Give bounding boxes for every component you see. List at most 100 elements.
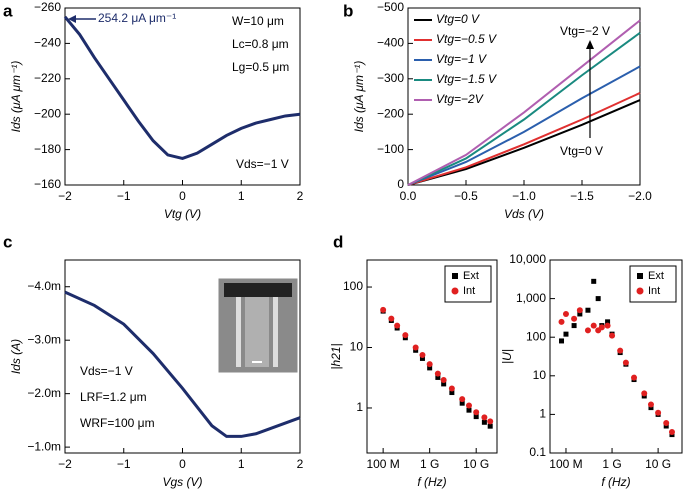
panel-label: b xyxy=(343,1,353,20)
data-point xyxy=(663,419,670,426)
annotation: Vds=−1 V xyxy=(80,364,133,378)
data-point xyxy=(380,306,387,313)
panel: 100 M 1 G 10 G 0.1 1 10 100 1,000 10,000 f (Hz) |U… xyxy=(500,252,683,489)
data-point xyxy=(663,423,669,429)
y-tick-label: −200 xyxy=(377,106,404,120)
data-point xyxy=(595,296,601,302)
data-point xyxy=(648,405,654,411)
legend-label: Vtg=0 V xyxy=(436,12,480,26)
y-tick-label: 100 xyxy=(526,329,546,343)
x-tick-label: 100 M xyxy=(549,457,582,471)
y-tick-label: 10 xyxy=(350,340,364,354)
data-point xyxy=(419,352,426,359)
data-point xyxy=(481,419,487,425)
y-tick-label: −400 xyxy=(377,36,404,50)
data-point xyxy=(449,390,455,396)
x-tick-label: 1 xyxy=(238,457,245,471)
data-point xyxy=(584,327,591,334)
data-point xyxy=(487,423,493,429)
legend-label: Vtg=−0.5 V xyxy=(436,32,497,46)
y-tick-label: 10,000 xyxy=(509,252,546,266)
data-point xyxy=(426,361,433,368)
data-point xyxy=(641,390,648,397)
data-point xyxy=(434,370,441,377)
x-tick-label: −2 xyxy=(58,189,72,203)
data-point xyxy=(622,359,629,366)
y-tick-label: 0.1 xyxy=(529,445,546,459)
x-tick-label: −2 xyxy=(58,457,72,471)
x-tick-label: 10 G xyxy=(645,457,671,471)
x-axis-label: Vds (V) xyxy=(504,207,544,221)
y-tick-label: 1,000 xyxy=(516,291,546,305)
data-point xyxy=(598,324,605,331)
x-tick-label: 2 xyxy=(297,189,304,203)
annotation: LRF=1.2 μm xyxy=(80,390,147,404)
y-axis-label: |h21| xyxy=(329,343,343,369)
panel-label: c xyxy=(3,232,12,251)
y-tick-label: 0 xyxy=(397,177,404,191)
data-line xyxy=(63,15,301,161)
data-point xyxy=(655,409,662,416)
legend-label: Vtg=−1.5 V xyxy=(436,72,497,86)
data-line xyxy=(407,19,641,186)
x-tick-label: −0.5 xyxy=(454,189,478,203)
annotation: Lc=0.8 μm xyxy=(232,37,289,51)
legend-label: Vtg=−2V xyxy=(436,92,484,106)
x-tick-label: −1.0 xyxy=(512,189,536,203)
data-point xyxy=(388,315,395,322)
legend-box xyxy=(444,265,492,303)
y-tick-label: 1 xyxy=(539,407,546,421)
panel: d 100 M 1 G 10 G 1 10 100 f (Hz) |h21| Ext Int xyxy=(329,232,498,489)
y-axis-label: Ids (μA μm⁻¹) xyxy=(9,61,23,133)
legend-label: Int xyxy=(648,285,660,297)
y-tick-label: −100 xyxy=(377,142,404,156)
data-point xyxy=(577,311,583,317)
x-tick-label: 2 xyxy=(297,457,304,471)
data-point xyxy=(563,331,569,337)
data-point xyxy=(394,322,401,329)
x-axis-label: f (Hz) xyxy=(601,475,630,489)
data-point xyxy=(459,396,466,403)
data-point xyxy=(466,407,472,413)
annotation: WRF=100 μm xyxy=(80,416,155,430)
plot-frame xyxy=(549,259,683,454)
data-point xyxy=(440,377,447,384)
annotation: Lg=0.5 μm xyxy=(232,60,289,74)
annotation: Vtg=−2 V xyxy=(560,24,610,38)
inset-channel xyxy=(245,297,269,367)
legend-box xyxy=(629,265,677,303)
data-line xyxy=(407,65,641,186)
data-point xyxy=(465,402,472,409)
legend-label: Ext xyxy=(648,270,664,282)
data-line xyxy=(407,92,641,186)
x-axis-label: Vtg (V) xyxy=(164,207,201,221)
data-line xyxy=(407,99,641,186)
inset-pad xyxy=(224,283,292,297)
plot-frame xyxy=(366,259,498,454)
x-tick-label: 0 xyxy=(179,457,186,471)
data-point xyxy=(559,338,565,344)
legend-marker xyxy=(451,287,459,295)
data-point xyxy=(473,414,479,420)
inset-finger xyxy=(273,297,278,367)
y-tick-label: −4.0m xyxy=(27,279,61,293)
y-tick-label: −3.0m xyxy=(27,332,61,346)
data-point xyxy=(459,400,465,406)
x-axis-label: Vgs (V) xyxy=(162,475,202,489)
annotation: 254.2 μA μm⁻¹ xyxy=(98,11,176,25)
annotation: Vds=−1 V xyxy=(236,157,289,171)
y-tick-label: 1 xyxy=(356,400,363,414)
data-point xyxy=(427,365,433,371)
panel-label: d xyxy=(333,232,343,251)
x-tick-label: 1 G xyxy=(602,457,621,471)
legend-label: Int xyxy=(463,285,475,297)
data-point xyxy=(591,278,597,284)
y-axis-label: |U| xyxy=(500,349,514,364)
y-axis-label: Ids (μA μm⁻¹) xyxy=(352,61,366,133)
data-line xyxy=(407,31,641,186)
legend-label: Ext xyxy=(463,270,479,282)
y-tick-label: −240 xyxy=(34,36,61,50)
data-point xyxy=(668,428,675,435)
x-axis-label: f (Hz) xyxy=(417,475,446,489)
data-point xyxy=(617,347,624,354)
